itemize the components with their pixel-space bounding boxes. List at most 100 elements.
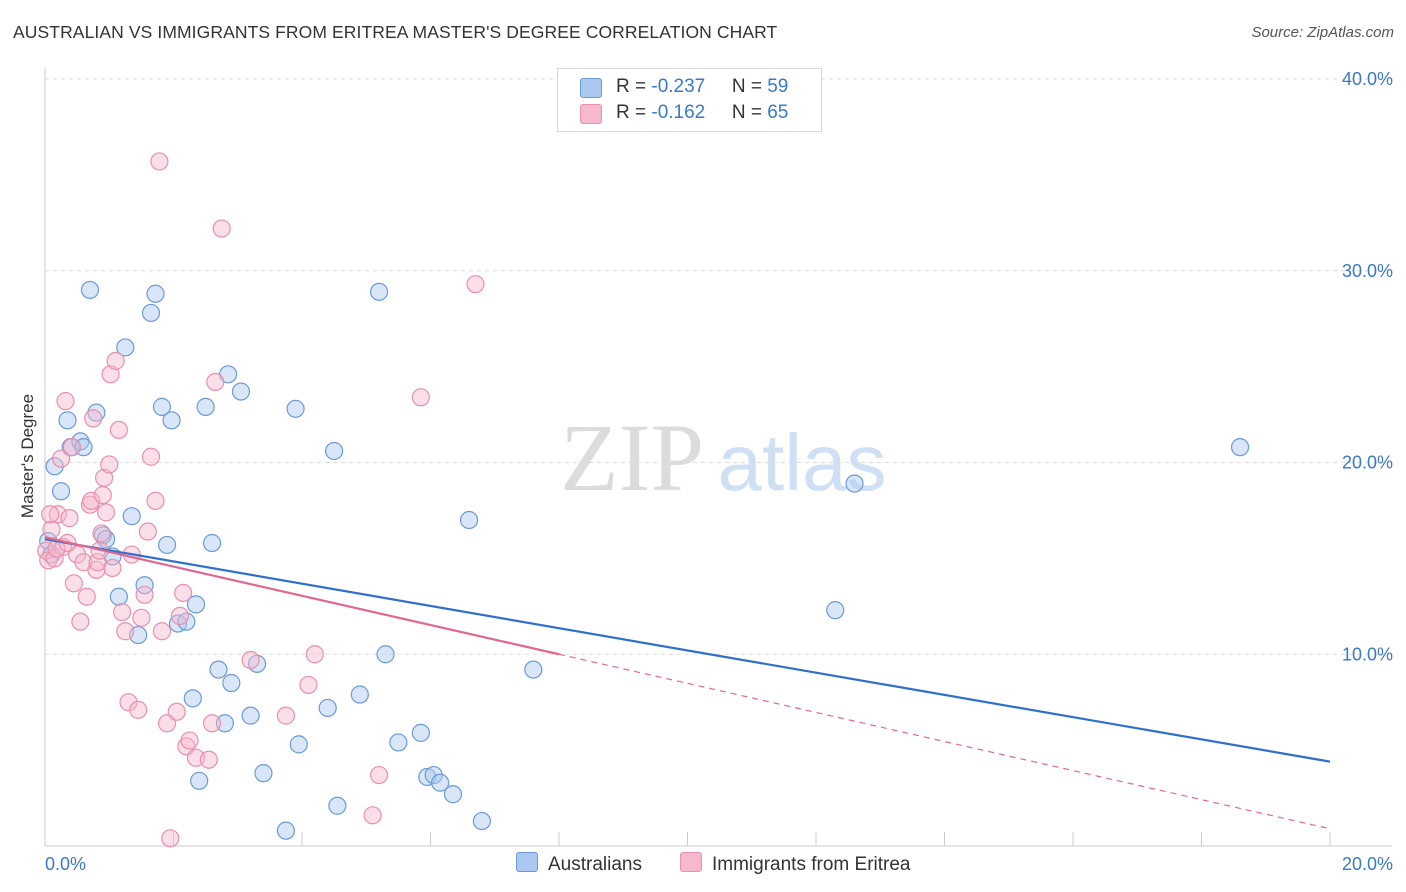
australians-point [1230, 438, 1250, 457]
eritrea-point [62, 438, 82, 457]
australians-point [276, 821, 296, 840]
eritrea-point [161, 829, 180, 848]
eritrea-point [141, 447, 161, 466]
australians-point [328, 796, 347, 815]
eritrea-point [84, 409, 103, 428]
eritrea-point [206, 372, 225, 392]
bottom-legend-swatch-blue [516, 852, 538, 872]
eritrea-point [42, 520, 61, 539]
legend-r-value: -0.237 [651, 76, 706, 97]
australians-point [87, 403, 106, 422]
australians-point [186, 595, 206, 614]
australians-point [286, 399, 305, 418]
australians-point [116, 338, 135, 357]
eritrea-point [95, 468, 114, 487]
watermark: ZIP atlas [560, 404, 886, 511]
eritrea-point [51, 449, 71, 468]
australians-point [318, 698, 337, 718]
chart-title: AUSTRALIAN VS IMMIGRANTS FROM ERITREA MA… [13, 22, 778, 42]
watermark-zip: ZIP [560, 404, 704, 511]
australians-point [222, 673, 241, 693]
australians-point [51, 482, 71, 501]
australians-point [826, 601, 845, 620]
y-tick-label: 40.0% [1342, 69, 1393, 89]
australians-point [524, 660, 543, 679]
bottom-legend-label: Immigrants from Eritrea [712, 854, 911, 875]
australians-point [289, 735, 308, 754]
tick-layer: 10.0% 20.0% 30.0% 40.0% 0.0% 20.0% [45, 69, 1393, 874]
legend-n-value: 65 [767, 102, 789, 123]
australians-point [350, 685, 369, 704]
eritrea-point [103, 558, 122, 578]
australians-point [431, 773, 450, 792]
grid-layer [45, 78, 1392, 655]
legend-n-value: 59 [767, 76, 789, 97]
eritrea-point [150, 152, 169, 171]
bottom-legend-label: Australians [548, 854, 642, 875]
australians-point [190, 771, 209, 790]
eritrea-point [132, 608, 151, 627]
eritrea-point [101, 365, 120, 384]
eritrea-point [119, 693, 138, 712]
australians-point [389, 733, 408, 752]
eritrea-point [146, 491, 165, 510]
correlation-legend: R = -0.237 N = 59 R = -0.162 N = 65 [557, 68, 822, 132]
australians-point [411, 723, 430, 742]
eritrea-point [299, 675, 318, 695]
eritrea-point [77, 587, 96, 606]
eritrea-point [100, 455, 119, 474]
australians-point [152, 397, 172, 416]
eritrea-point [174, 583, 193, 602]
eritrea-point [276, 706, 296, 725]
eritrea-point [305, 645, 324, 664]
y-tick-label: 30.0% [1342, 261, 1393, 281]
australians-point [209, 660, 228, 679]
eritrea-point [370, 765, 389, 785]
eritrea-point [93, 485, 112, 505]
eritrea-point [167, 702, 186, 721]
eritrea-point [92, 524, 111, 543]
eritrea-point [152, 622, 172, 641]
australians-point [141, 303, 161, 323]
y-tick-label: 20.0% [1342, 453, 1393, 473]
australians-point [157, 535, 177, 555]
bottom-legend-eritrea: Immigrants from Eritrea [680, 852, 910, 876]
points-layer [37, 152, 1250, 848]
eritrea-point [138, 522, 157, 541]
eritrea-point [82, 491, 101, 510]
australians-point [254, 764, 273, 783]
eritrea-point [106, 351, 125, 370]
australians-point [80, 280, 100, 300]
australians-point [162, 411, 181, 430]
australians-point [58, 411, 77, 430]
legend-r-label: R = [616, 102, 652, 123]
australians-point [231, 382, 251, 401]
australians-point [196, 397, 215, 416]
x-tick-label: 20.0% [1342, 854, 1393, 874]
legend-n-label: N = [731, 102, 768, 123]
eritrea-point [71, 612, 90, 631]
eritrea-point [109, 420, 128, 440]
australians-trend-line [44, 538, 1331, 763]
australians-point [472, 811, 491, 831]
eritrea-point [466, 275, 485, 294]
australians-point [459, 510, 479, 530]
eritrea-point [180, 731, 199, 750]
chart-source: Source: ZipAtlas.com [1251, 24, 1394, 41]
australians-point [109, 587, 128, 606]
eritrea-point [202, 714, 222, 733]
australians-point [202, 533, 222, 553]
bottom-legend-australians: Australians [516, 852, 642, 876]
australians-point [443, 785, 463, 804]
eritrea-point [112, 602, 132, 622]
eritrea-point [129, 700, 148, 719]
australians-point [122, 507, 141, 526]
eritrea-point [41, 505, 60, 524]
watermark-atlas: atlas [718, 418, 887, 507]
legend-n-label: N = [731, 76, 768, 97]
eritrea-point [116, 622, 135, 641]
eritrea-point [87, 560, 106, 579]
legend-r-value: -0.162 [651, 102, 706, 123]
bottom-legend-swatch-pink [680, 852, 702, 872]
